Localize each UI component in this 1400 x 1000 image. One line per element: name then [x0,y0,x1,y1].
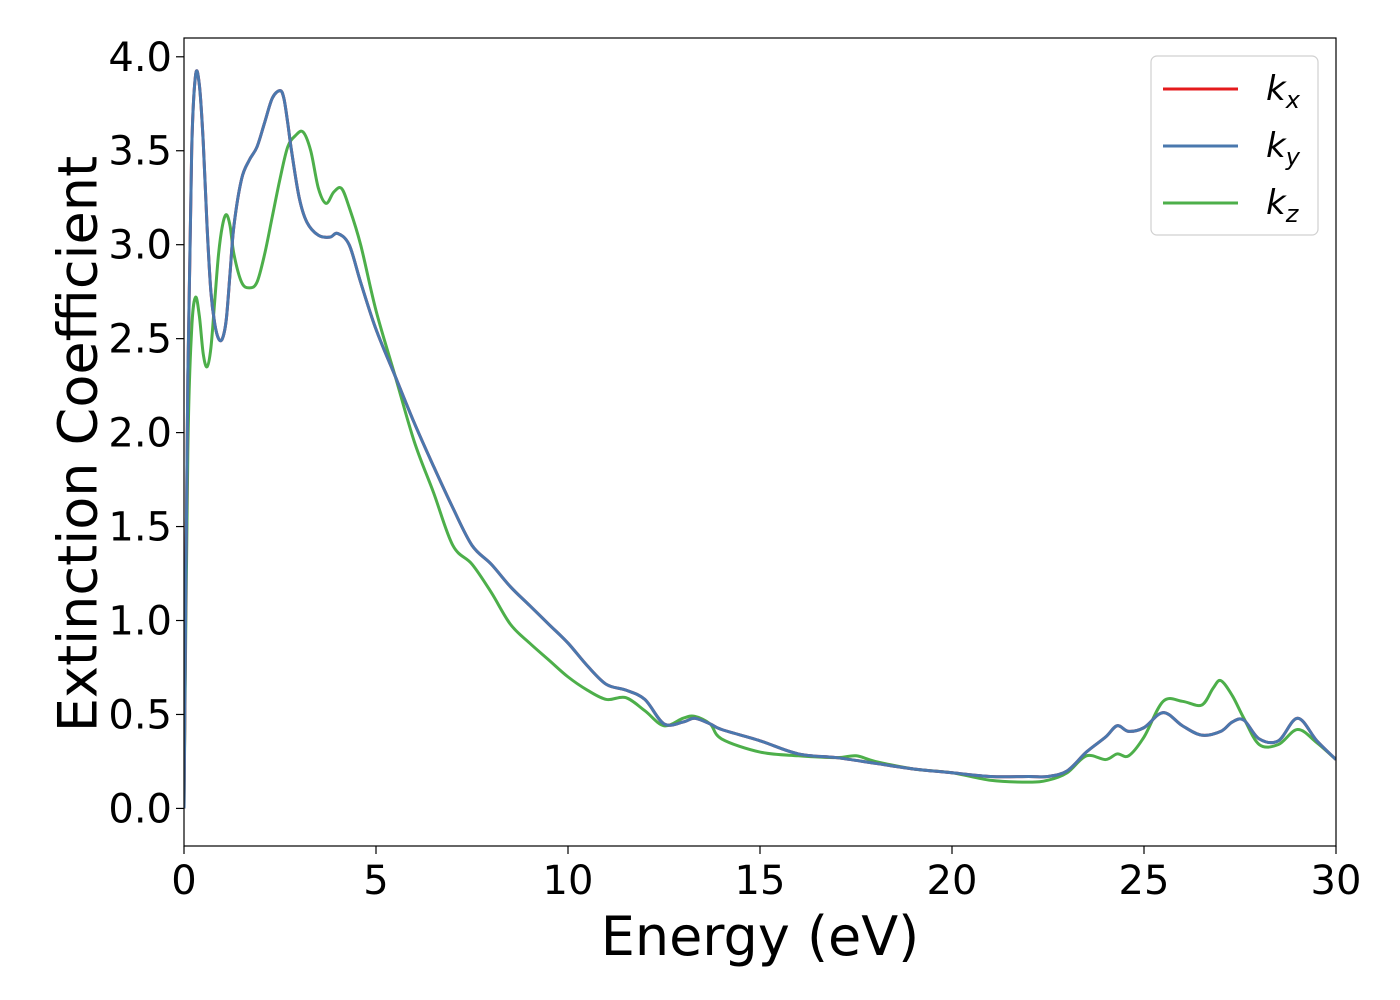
x-tick-label: 0 [171,858,196,904]
x-axis-label: Energy (eV) [601,905,920,968]
y-tick-label: 2.5 [108,317,172,363]
x-tick-label: 20 [927,858,978,904]
y-tick-label: 3.0 [108,223,172,269]
y-tick-label: 0.0 [108,786,172,832]
y-axis-ticks: 0.0 0.5 1.0 1.5 2.0 2.5 3.0 3.5 4.0 [108,35,184,832]
y-tick-label: 4.0 [108,35,172,81]
series-lines [184,69,1336,809]
y-axis-label: Extinction Coefficient [47,156,110,732]
y-tick-label: 2.0 [108,411,172,457]
legend: kx ky kz [1150,55,1319,236]
series-line-z [184,129,1336,809]
x-tick-label: 5 [363,858,388,904]
series-line-y [184,69,1336,809]
y-tick-label: 1.5 [108,505,172,551]
legend-label-x: kx [1266,69,1301,114]
y-tick-label: 3.5 [108,129,172,175]
x-tick-label: 10 [543,858,594,904]
x-axis-ticks: 0 5 10 15 20 25 30 [171,846,1361,904]
x-tick-label: 15 [735,858,786,904]
y-tick-label: 1.0 [108,599,172,645]
y-tick-label: 0.5 [108,692,172,738]
legend-label-y: ky [1266,126,1301,171]
x-tick-label: 25 [1119,858,1170,904]
x-tick-label: 30 [1311,858,1362,904]
legend-label-z: kz [1266,183,1300,228]
